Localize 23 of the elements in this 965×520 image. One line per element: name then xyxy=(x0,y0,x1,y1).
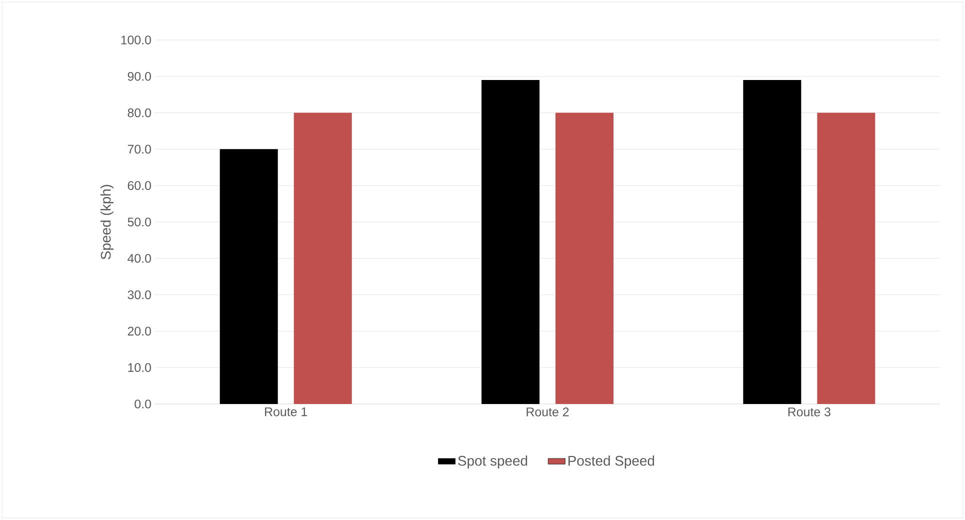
legend-label: Posted Speed xyxy=(568,455,654,468)
y-tick-label: 10.0 xyxy=(128,363,151,372)
x-tick-label: Route 2 xyxy=(526,408,569,416)
bar xyxy=(294,112,352,404)
y-axis-title: Speed (kph) xyxy=(100,184,114,260)
y-tick-label: 50.0 xyxy=(128,218,151,226)
y-tick-label: 40.0 xyxy=(128,254,151,263)
legend-label: Spot speed xyxy=(458,455,528,468)
y-tick-label: 90.0 xyxy=(128,72,151,81)
x-tick-label: Route 3 xyxy=(788,408,830,416)
bar xyxy=(743,80,802,404)
y-tick-label: 20.0 xyxy=(128,326,151,336)
y-tick-label: 30.0 xyxy=(128,290,151,300)
bar xyxy=(556,112,614,404)
y-tick-label: 0.0 xyxy=(134,400,151,408)
x-tick-label: Route 1 xyxy=(265,408,308,416)
bar xyxy=(220,149,278,404)
bar xyxy=(817,112,876,404)
y-tick-label: 100.0 xyxy=(121,36,151,44)
y-tick-label: 60.0 xyxy=(128,181,151,190)
y-tick-label: 70.0 xyxy=(128,144,151,154)
bar xyxy=(482,80,540,404)
y-tick-label: 80.0 xyxy=(128,108,151,118)
